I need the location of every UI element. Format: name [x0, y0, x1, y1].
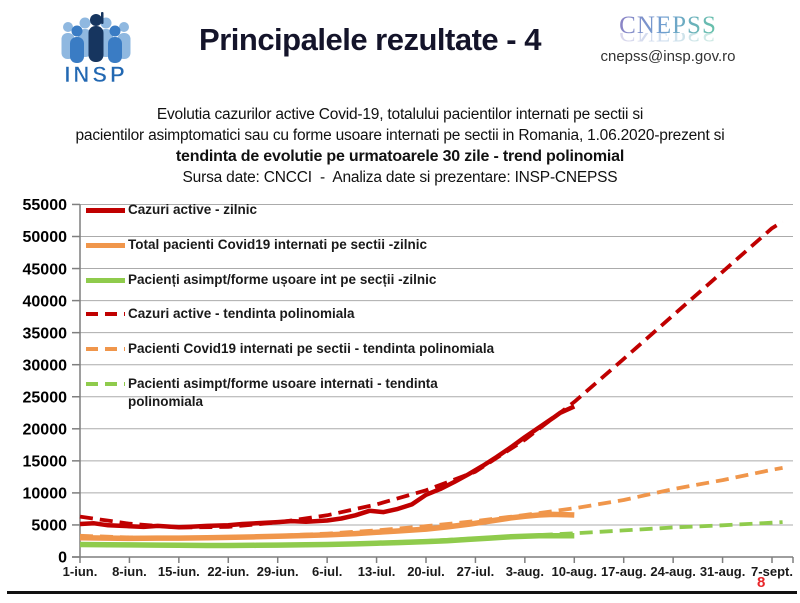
series-line-5	[79, 520, 783, 548]
x-tick-label: 24-aug.	[650, 564, 696, 579]
series-line-4	[79, 466, 783, 541]
series-lines	[79, 220, 784, 549]
caption-line-1: Evolutia cazurilor active Covid-19, tota…	[156, 106, 644, 123]
legend-item-4: Pacienti Covid19 internati pe sectii - t…	[86, 340, 510, 358]
y-tick-label: 30000	[23, 357, 68, 374]
axes	[72, 203, 794, 563]
y-axis-labels: 0 5000 10000 15000 20000 25000 30000 35000 40000…	[23, 197, 68, 567]
legend-label: Pacienti asimpt/forme usoare internati -…	[128, 376, 438, 409]
legend-label: Cazuri active - zilnic	[128, 202, 258, 217]
legend-label: Cazuri active - tendinta polinomiala	[128, 306, 355, 322]
y-tick-label: 50000	[23, 229, 68, 246]
caption-line-3: tendinta de evolutie pe urmatoarele 30 z…	[175, 148, 625, 165]
x-tick-label: 20-iul.	[407, 564, 445, 579]
legend-label: Pacienti Covid19 internati pe sectii - t…	[128, 341, 495, 357]
x-tick-label: 13-iul.	[358, 564, 396, 579]
x-tick-label: 27-iul.	[457, 564, 495, 579]
x-tick-label: 31-aug.	[700, 564, 746, 579]
x-tick-label: 6-iul.	[312, 564, 342, 579]
caption-source-line: Sursa date: CNCCI - Analiza date si prez…	[182, 169, 618, 186]
cnepss-logo-reflection: CNEPSS	[619, 33, 717, 46]
y-tick-label: 0	[58, 550, 67, 567]
chart-area: 0 5000 10000 15000 20000 25000 30000 35000 40000…	[0, 193, 800, 585]
legend-item-1: Total pacienti Covid19 internati pe sect…	[86, 236, 510, 254]
chart-caption: Evolutia cazurilor active Covid-19, tota…	[0, 104, 800, 188]
insp-logo-text: INSP	[64, 62, 127, 87]
legend-label: Total pacienti Covid19 internati pe sect…	[128, 236, 428, 252]
legend-item-0: Cazuri active - zilnic	[86, 201, 510, 219]
x-tick-label: 15-iun.	[158, 564, 200, 579]
x-tick-label: 10-aug.	[552, 564, 598, 579]
legend-solid-line-icon	[86, 277, 125, 283]
line-chart: 0 5000 10000 15000 20000 25000 30000 35000 40000…	[23, 197, 794, 579]
x-tick-label: 7-sept.	[751, 564, 793, 579]
y-tick-label: 45000	[23, 261, 68, 278]
x-tick-label: 8-iun.	[112, 564, 147, 579]
y-tick-label: 55000	[23, 197, 68, 214]
page-title: Principalele rezultate - 4	[199, 22, 541, 57]
y-tick-label: 10000	[23, 486, 68, 503]
y-tick-label: 40000	[23, 293, 68, 310]
legend-dashed-line-icon	[86, 312, 125, 317]
cnepss-email: cnepss@insp.gov.ro	[600, 48, 736, 65]
legend-solid-line-icon	[86, 242, 125, 248]
insp-people-icon	[61, 12, 131, 63]
slide-bottom-rule	[7, 591, 797, 594]
page-number: 8	[757, 574, 766, 591]
x-tick-label: 1-iun.	[63, 564, 98, 579]
legend-dashed-line-icon	[86, 382, 125, 387]
y-tick-label: 5000	[31, 518, 67, 535]
x-tick-label: 3-aug.	[506, 564, 544, 579]
legend-item-3: Cazuri active - tendinta polinomiala	[86, 305, 510, 323]
y-tick-label: 15000	[23, 454, 68, 471]
y-tick-label: 25000	[23, 389, 68, 406]
x-tick-label: 17-aug.	[601, 564, 647, 579]
insp-logo: INSP	[61, 12, 131, 87]
legend-item-5: Pacienti asimpt/forme usoare internati -…	[86, 375, 510, 411]
legend-item-2: Pacienți asimpt/forme ușoare int pe secț…	[86, 271, 510, 289]
legend-dashed-line-icon	[86, 347, 125, 352]
y-tick-label: 20000	[23, 422, 68, 439]
legend-solid-line-icon	[86, 208, 125, 213]
x-axis-labels: 1-iun. 8-iun. 15-iun. 22-iun. 29-iun. 6-iul. 1…	[63, 564, 793, 579]
x-tick-label: 29-iun.	[257, 564, 299, 579]
series-line-3	[79, 220, 784, 530]
legend-label: Pacienți asimpt/forme ușoare int pe secț…	[128, 271, 437, 287]
cnepss-block: CNEPSS CNEPSS cnepss@insp.gov.ro	[593, 12, 743, 65]
cnepss-logo: CNEPSS	[619, 12, 717, 39]
y-tick-label: 35000	[23, 325, 68, 342]
chart-legend: Cazuri active - zilnic Total pacienti Cov…	[86, 201, 510, 428]
x-tick-label: 22-iun.	[207, 564, 249, 579]
caption-line-2: pacientilor asimptomatici sau cu forme u…	[75, 127, 725, 144]
